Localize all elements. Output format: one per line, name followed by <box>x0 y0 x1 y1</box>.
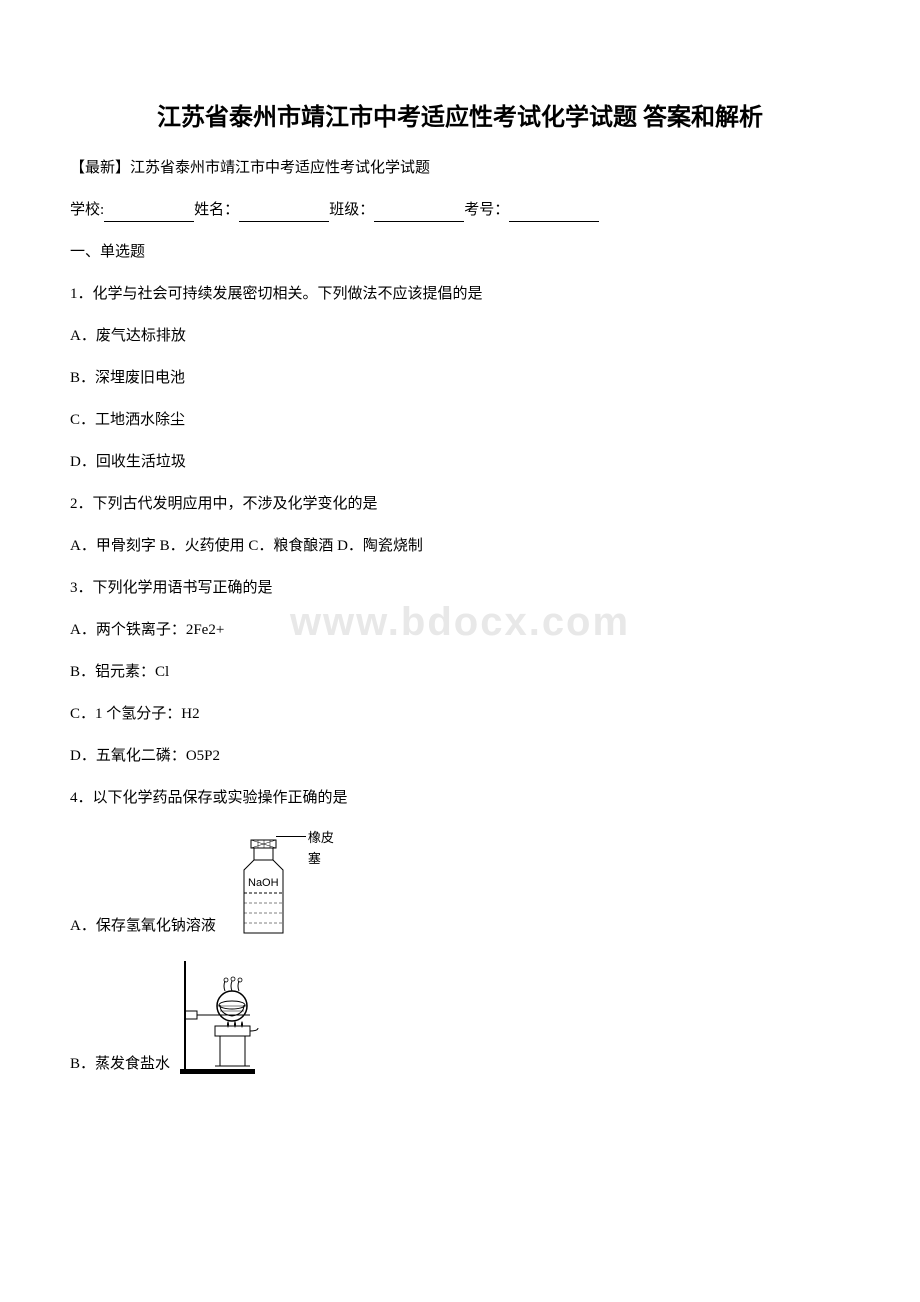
question-number: 3． <box>70 580 93 596</box>
question-number: 2． <box>70 496 93 512</box>
class-blank <box>374 206 464 222</box>
option-letter: D． <box>70 454 96 470</box>
option-text: 回收生活垃圾 <box>96 454 186 470</box>
option-text: 铝元素：Cl <box>95 664 169 680</box>
name-label: 姓名： <box>194 202 239 218</box>
option-letter: D． <box>70 748 96 764</box>
option-letter: C． <box>70 412 95 428</box>
option-text: 1 个氢分子：H2 <box>95 706 200 722</box>
bottle-icon: NaOH <box>236 838 291 938</box>
subtitle: 【最新】江苏省泰州市靖江市中考适应性考试化学试题 <box>70 156 850 180</box>
option-text: 保存氢氧化钠溶液 <box>96 914 216 938</box>
option-text: 废气达标排放 <box>96 328 186 344</box>
section-heading: 一、单选题 <box>70 240 850 264</box>
question-text: 下列化学用语书写正确的是 <box>93 580 273 596</box>
bottle-chemical-label: NaOH <box>248 877 279 889</box>
bottle-diagram: NaOH 橡皮塞 <box>216 828 336 938</box>
option-text: 两个铁离子：2Fe2+ <box>96 622 224 638</box>
evaporation-diagram <box>170 956 270 1076</box>
option-letter: A． <box>70 622 96 638</box>
option-3d: D．五氧化二磷：O5P2 <box>70 744 850 768</box>
question-number: 1． <box>70 286 93 302</box>
option-1d: D．回收生活垃圾 <box>70 450 850 474</box>
option-text: 工地洒水除尘 <box>95 412 185 428</box>
question-2: 2．下列古代发明应用中，不涉及化学变化的是 <box>70 492 850 516</box>
question-number: 4． <box>70 790 93 806</box>
school-label: 学校: <box>70 202 104 218</box>
option-letter: B． <box>70 664 95 680</box>
option-letter: A． <box>70 328 96 344</box>
evaporation-icon <box>170 956 270 1076</box>
question-text: 下列古代发明应用中，不涉及化学变化的是 <box>93 496 378 512</box>
options-2-inline: A．甲骨刻字 B．火药使用 C．粮食酿酒 D．陶瓷烧制 <box>70 534 850 558</box>
option-text: 蒸发食盐水 <box>95 1052 170 1076</box>
option-letter: B． <box>70 370 95 386</box>
page-title: 江苏省泰州市靖江市中考适应性考试化学试题 答案和解析 <box>70 100 850 136</box>
name-blank <box>239 206 329 222</box>
option-1c: C．工地洒水除尘 <box>70 408 850 432</box>
school-blank <box>104 206 194 222</box>
option-4b: B．蒸发食盐水 <box>70 956 850 1076</box>
id-blank <box>509 206 599 222</box>
stopper-label: 橡皮塞 <box>308 828 336 870</box>
option-text: 深埋废旧电池 <box>95 370 185 386</box>
question-text: 以下化学药品保存或实验操作正确的是 <box>93 790 348 806</box>
option-letter: B． <box>70 1052 95 1076</box>
option-3a: A．两个铁离子：2Fe2+ <box>70 618 850 642</box>
option-1a: A．废气达标排放 <box>70 324 850 348</box>
option-1b: B．深埋废旧电池 <box>70 366 850 390</box>
id-label: 考号： <box>464 202 509 218</box>
option-3b: B．铝元素：Cl <box>70 660 850 684</box>
option-3c: C．1 个氢分子：H2 <box>70 702 850 726</box>
form-line: 学校: 姓名： 班级： 考号： <box>70 198 850 222</box>
stopper-leader-line <box>276 836 306 837</box>
option-text: 五氧化二磷：O5P2 <box>96 748 220 764</box>
class-label: 班级： <box>329 202 374 218</box>
question-1: 1．化学与社会可持续发展密切相关。下列做法不应该提倡的是 <box>70 282 850 306</box>
option-letter: C． <box>70 706 95 722</box>
option-letter: A． <box>70 914 96 938</box>
question-text: 化学与社会可持续发展密切相关。下列做法不应该提倡的是 <box>93 286 483 302</box>
question-3: 3．下列化学用语书写正确的是 <box>70 576 850 600</box>
question-4: 4．以下化学药品保存或实验操作正确的是 <box>70 786 850 810</box>
option-4a: A．保存氢氧化钠溶液 NaOH 橡皮塞 <box>70 828 850 938</box>
